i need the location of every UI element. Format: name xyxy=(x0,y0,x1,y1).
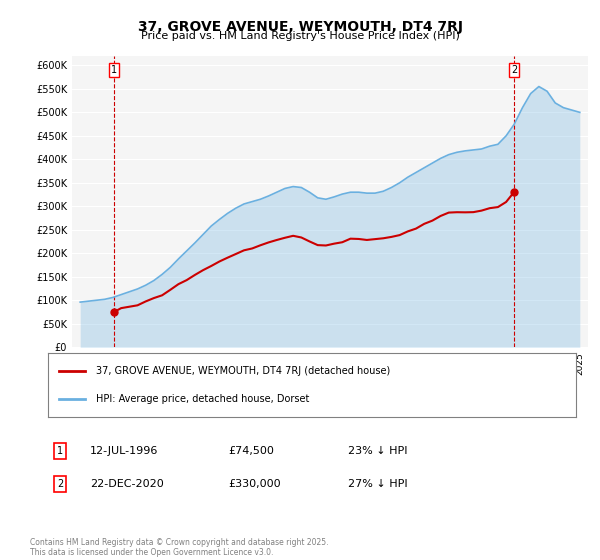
Text: 37, GROVE AVENUE, WEYMOUTH, DT4 7RJ: 37, GROVE AVENUE, WEYMOUTH, DT4 7RJ xyxy=(137,20,463,34)
Text: Contains HM Land Registry data © Crown copyright and database right 2025.
This d: Contains HM Land Registry data © Crown c… xyxy=(30,538,329,557)
Text: 12-JUL-1996: 12-JUL-1996 xyxy=(90,446,158,456)
Text: 22-DEC-2020: 22-DEC-2020 xyxy=(90,479,164,489)
Text: 1: 1 xyxy=(57,446,63,456)
Text: 27% ↓ HPI: 27% ↓ HPI xyxy=(348,479,407,489)
Text: HPI: Average price, detached house, Dorset: HPI: Average price, detached house, Dors… xyxy=(95,394,309,404)
Text: Price paid vs. HM Land Registry's House Price Index (HPI): Price paid vs. HM Land Registry's House … xyxy=(140,31,460,41)
Text: 2: 2 xyxy=(57,479,63,489)
Text: 23% ↓ HPI: 23% ↓ HPI xyxy=(348,446,407,456)
Text: £74,500: £74,500 xyxy=(228,446,274,456)
Text: £330,000: £330,000 xyxy=(228,479,281,489)
Text: 2: 2 xyxy=(511,65,517,74)
Text: 1: 1 xyxy=(110,65,116,74)
Text: 37, GROVE AVENUE, WEYMOUTH, DT4 7RJ (detached house): 37, GROVE AVENUE, WEYMOUTH, DT4 7RJ (det… xyxy=(95,366,390,376)
